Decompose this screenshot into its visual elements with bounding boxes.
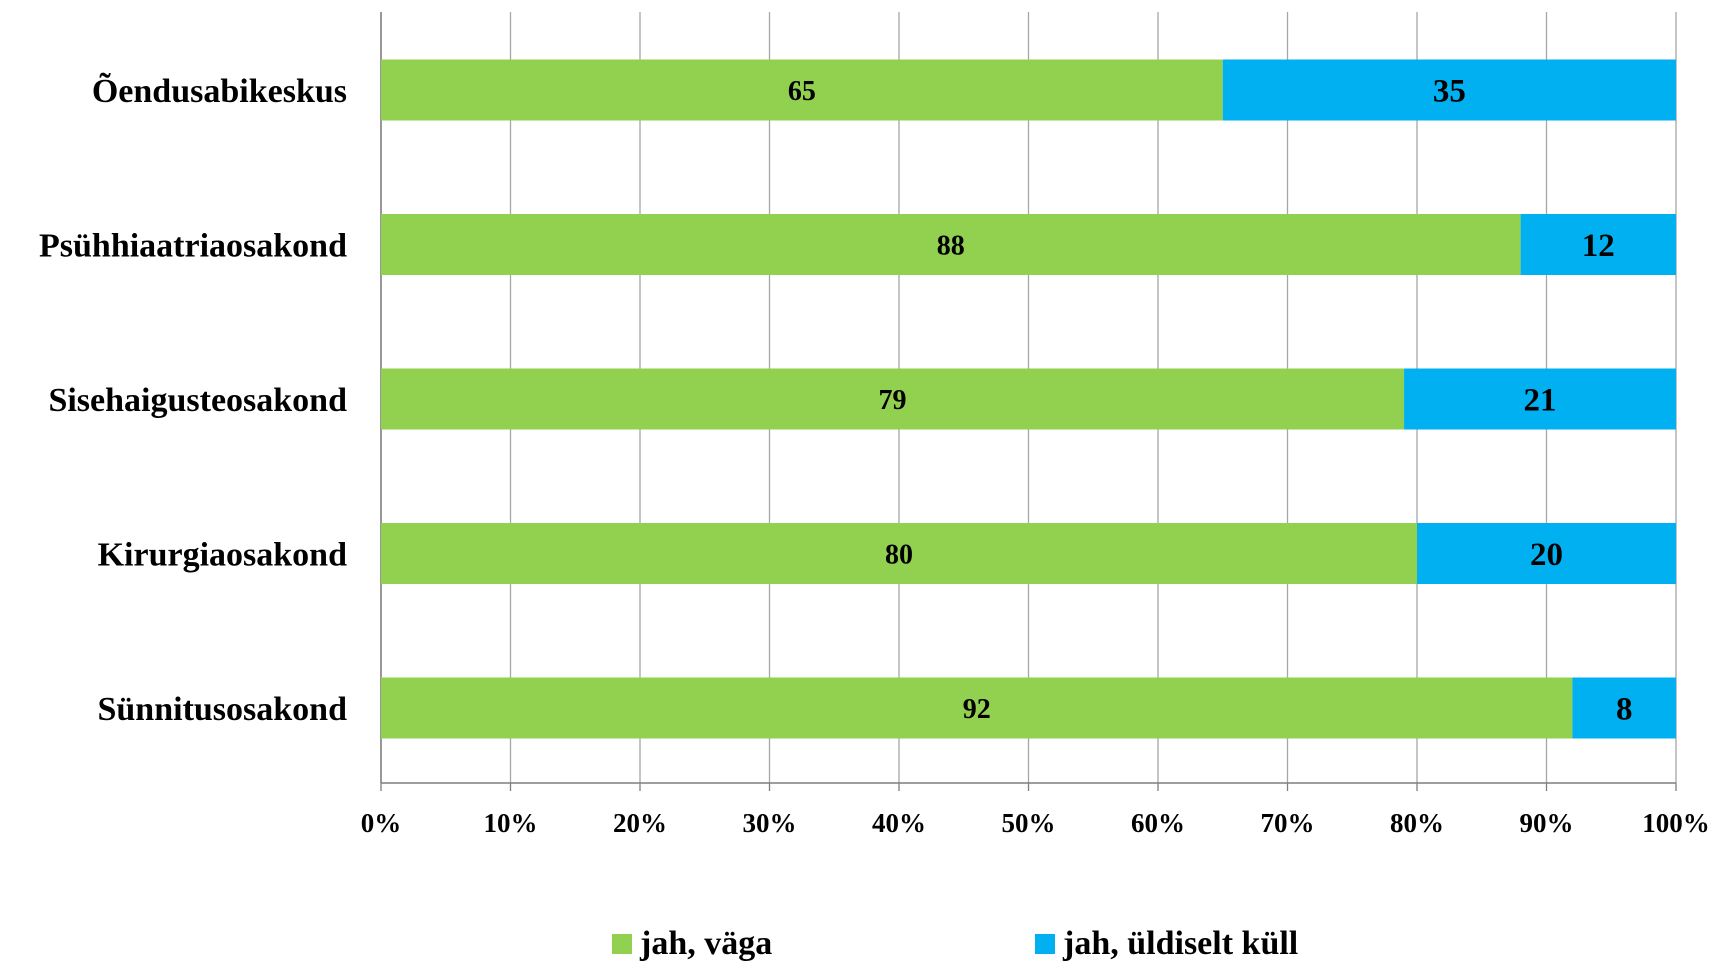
data-label-2-1: 35 [1433, 74, 1466, 110]
x-tick-label-6: 60% [1131, 808, 1185, 838]
category-label-4: Kirurgiaosakond [98, 537, 347, 574]
x-tick-label-8: 80% [1390, 808, 1444, 838]
chart-legend: jah, väga jah, üldiselt küll [0, 925, 1716, 969]
data-label-1-3: 79 [879, 385, 907, 416]
data-label-2-4: 20 [1530, 537, 1563, 573]
data-label-1-2: 88 [937, 230, 965, 261]
bar-1-5 [381, 677, 1573, 739]
data-label-2-5: 8 [1616, 692, 1633, 728]
legend-swatch-series-2 [1035, 934, 1055, 954]
category-label-5: Sünnitusosakond [97, 691, 347, 728]
bar-2-4 [1417, 523, 1676, 584]
legend-item-series-2: jah, üldiselt küll [1035, 925, 1298, 963]
bar-1-2 [381, 214, 1521, 275]
x-tick-label-3: 30% [743, 808, 797, 838]
x-tick-label-10: 100% [1642, 808, 1710, 838]
x-tick-label-9: 90% [1520, 808, 1574, 838]
bar-1-3 [381, 368, 1405, 430]
x-tick-label-0: 0% [361, 808, 402, 838]
bar-2-5 [1572, 677, 1676, 739]
data-label-1-1: 65 [788, 76, 816, 107]
x-tick-label-1: 10% [484, 808, 538, 838]
x-tick-label-7: 70% [1261, 808, 1315, 838]
legend-label-series-2: jah, üldiselt küll [1063, 925, 1299, 962]
category-label-3: Sisehaigusteosakond [48, 382, 347, 419]
category-label-1: Õendusabikeskus [92, 72, 347, 110]
bar-2-3 [1404, 368, 1676, 430]
category-label-2: Psühhiaatriaosakond [39, 228, 347, 265]
x-tick-label-5: 50% [1002, 808, 1056, 838]
data-label-2-3: 21 [1524, 383, 1557, 419]
bar-1-4 [381, 523, 1417, 584]
bar-2-2 [1520, 214, 1676, 275]
legend-label-series-1: jah, väga [640, 925, 773, 962]
x-tick-label-4: 40% [872, 808, 926, 838]
data-label-1-5: 92 [963, 694, 991, 725]
data-label-1-4: 80 [885, 539, 913, 570]
bar-1-1 [381, 59, 1223, 121]
legend-swatch-series-1 [612, 934, 632, 954]
bar-2-1 [1222, 59, 1676, 121]
x-tick-label-2: 20% [613, 808, 667, 838]
data-label-2-2: 12 [1582, 228, 1615, 264]
legend-item-series-1: jah, väga [612, 925, 772, 963]
